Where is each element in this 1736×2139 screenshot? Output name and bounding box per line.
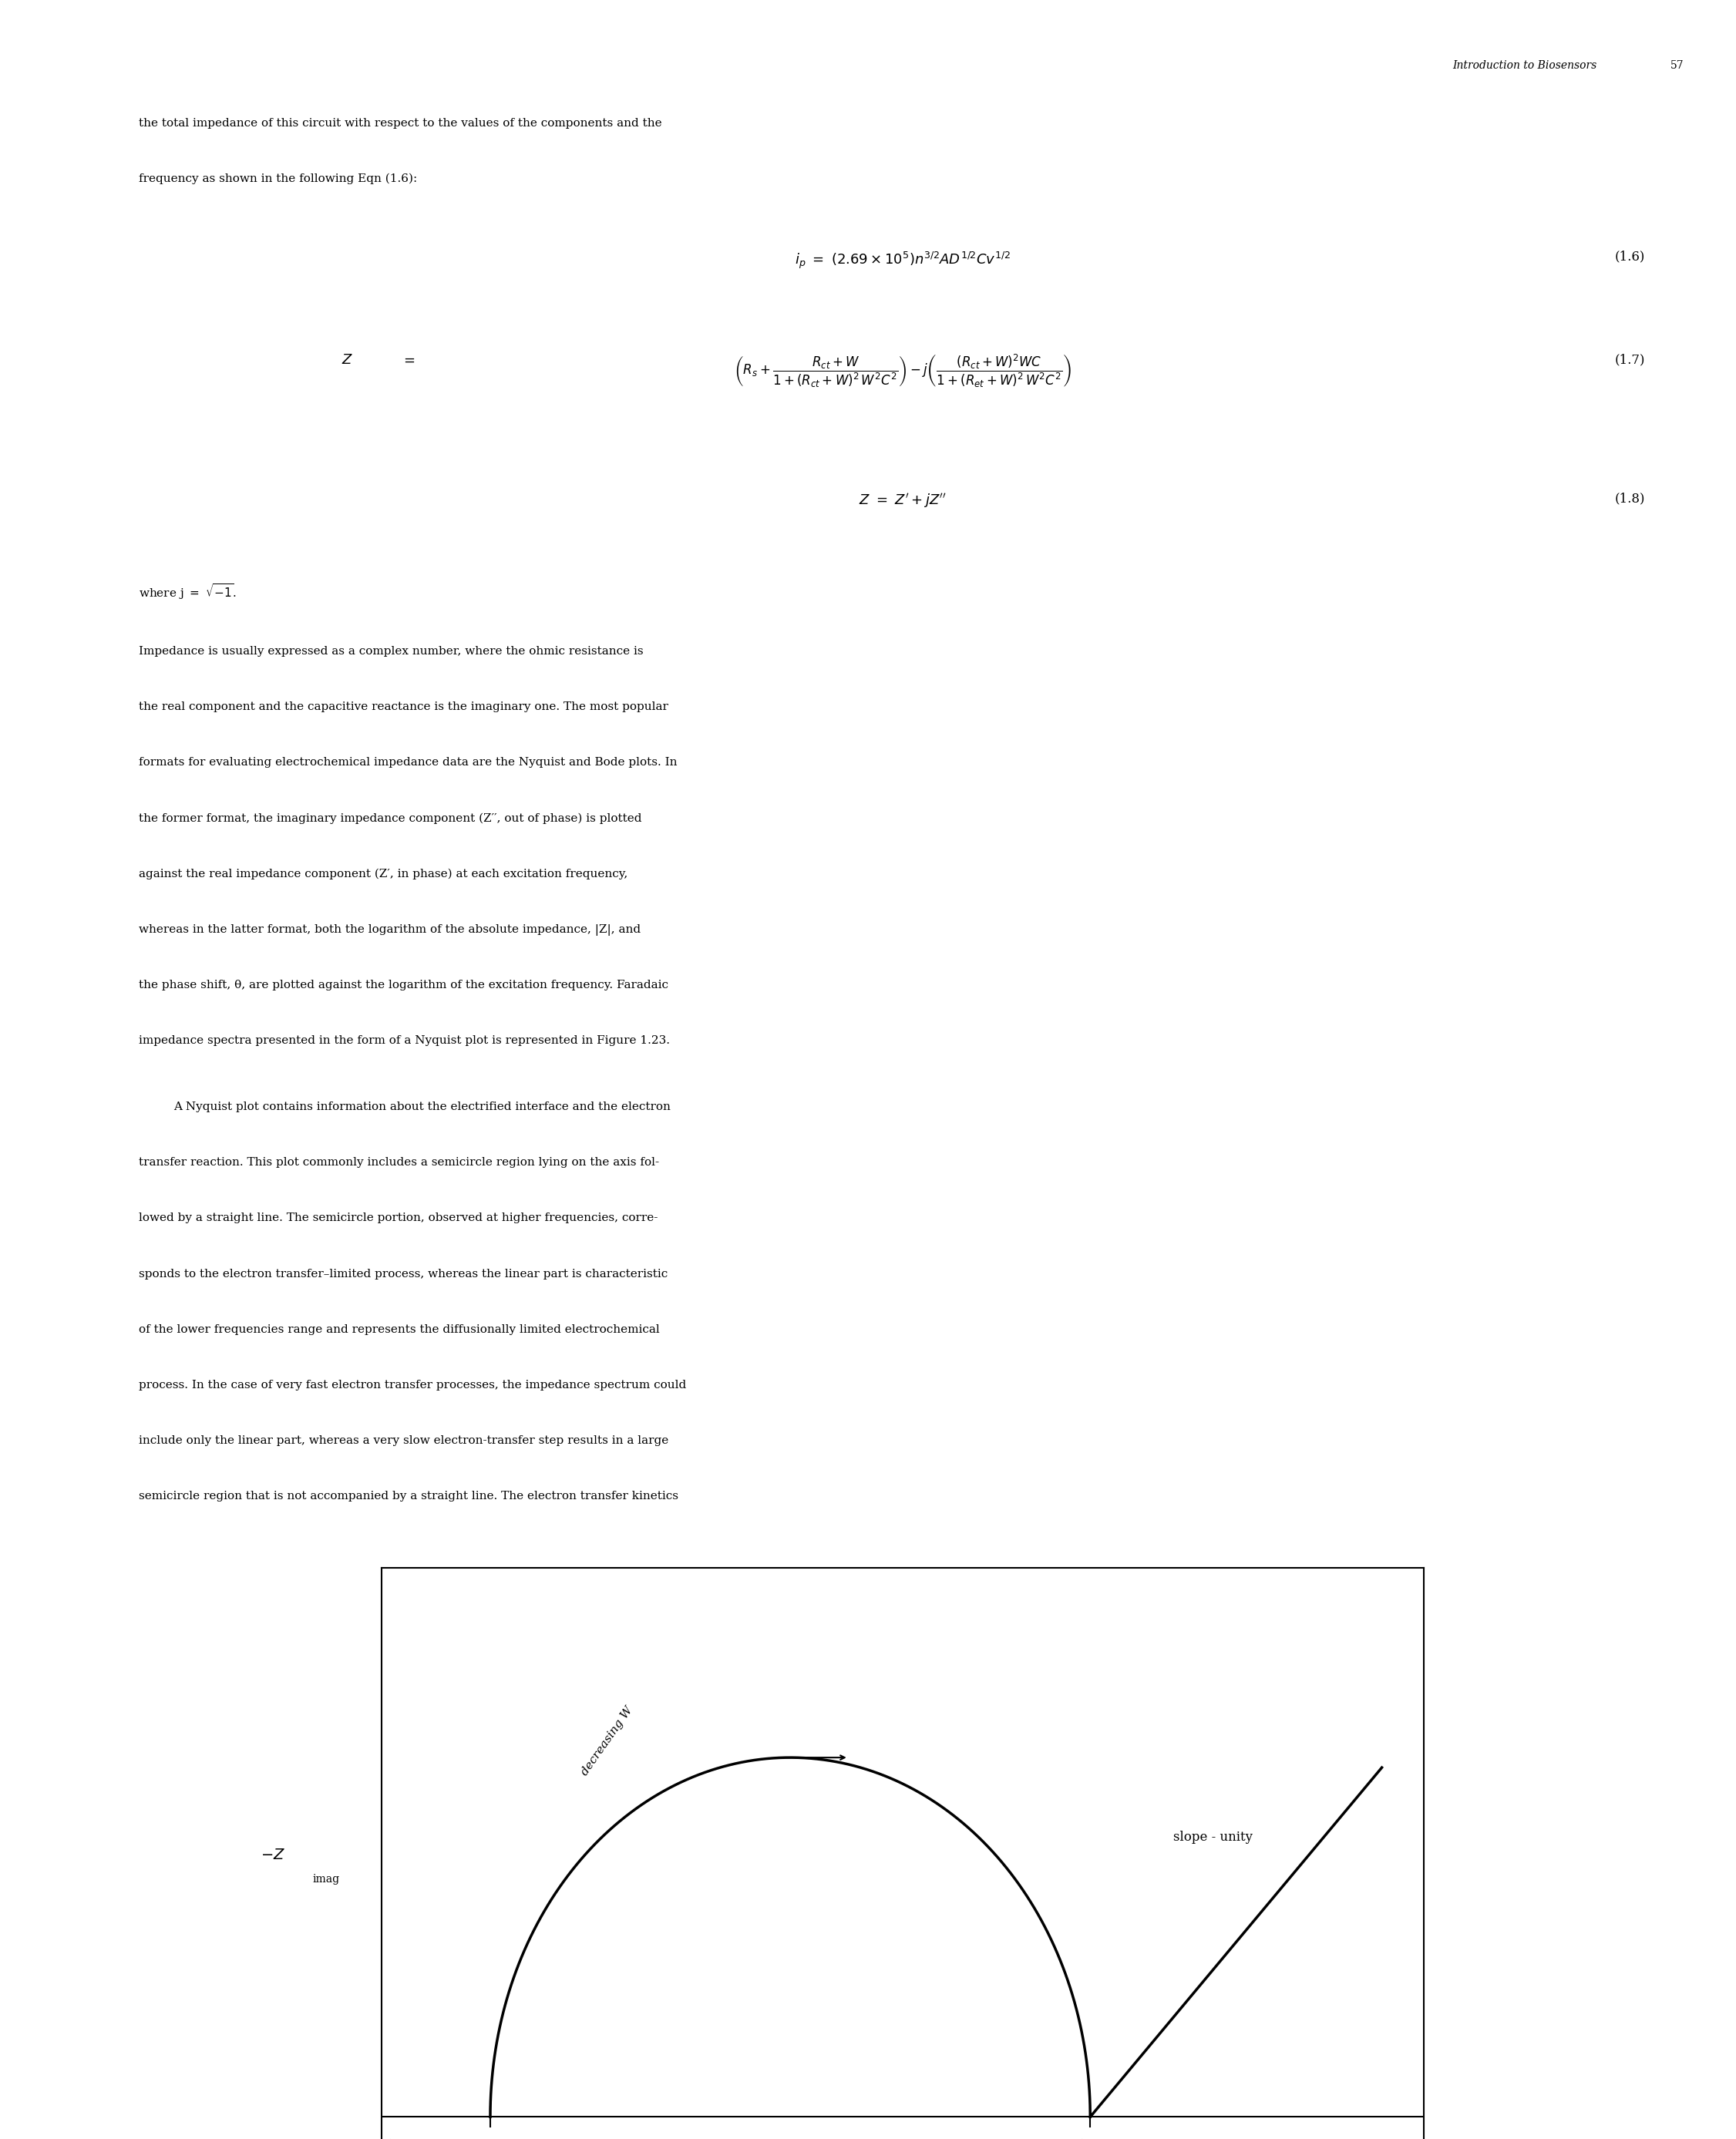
Text: (1.8): (1.8)	[1614, 492, 1646, 505]
Text: the real component and the capacitive reactance is the imaginary one. The most p: the real component and the capacitive re…	[139, 702, 668, 712]
Text: frequency as shown in the following Eqn (1.6):: frequency as shown in the following Eqn …	[139, 173, 417, 184]
Text: decreasing W: decreasing W	[580, 1705, 635, 1778]
Text: (1.6): (1.6)	[1614, 250, 1644, 263]
Text: impedance spectra presented in the form of a Nyquist plot is represented in Figu: impedance spectra presented in the form …	[139, 1035, 670, 1046]
Text: process. In the case of very fast electron transfer processes, the impedance spe: process. In the case of very fast electr…	[139, 1380, 686, 1390]
Text: Impedance is usually expressed as a complex number, where the ohmic resistance i: Impedance is usually expressed as a comp…	[139, 646, 644, 657]
Text: A Nyquist plot contains information about the electrified interface and the elec: A Nyquist plot contains information abou…	[174, 1102, 670, 1112]
Text: $=$: $=$	[401, 353, 415, 366]
Text: formats for evaluating electrochemical impedance data are the Nyquist and Bode p: formats for evaluating electrochemical i…	[139, 757, 677, 768]
Text: semicircle region that is not accompanied by a straight line. The electron trans: semicircle region that is not accompanie…	[139, 1491, 679, 1502]
Text: lowed by a straight line. The semicircle portion, observed at higher frequencies: lowed by a straight line. The semicircle…	[139, 1213, 658, 1224]
Text: where j $= \ \sqrt{-1}$.: where j $= \ \sqrt{-1}$.	[139, 582, 238, 601]
Text: the former format, the imaginary impedance component (Z′′, out of phase) is plot: the former format, the imaginary impedan…	[139, 813, 642, 824]
Text: of the lower frequencies range and represents the diffusionally limited electroc: of the lower frequencies range and repre…	[139, 1324, 660, 1335]
Text: (1.7): (1.7)	[1614, 353, 1646, 366]
Text: $-Z$: $-Z$	[260, 1848, 285, 1863]
Text: transfer reaction. This plot commonly includes a semicircle region lying on the : transfer reaction. This plot commonly in…	[139, 1157, 660, 1168]
Text: $Z \ = \ Z' + jZ''$: $Z \ = \ Z' + jZ''$	[859, 492, 946, 509]
Text: the phase shift, θ, are plotted against the logarithm of the excitation frequenc: the phase shift, θ, are plotted against …	[139, 980, 668, 990]
Text: whereas in the latter format, both the logarithm of the absolute impedance, |Z|,: whereas in the latter format, both the l…	[139, 924, 641, 935]
Text: 57: 57	[1670, 60, 1684, 71]
Text: the total impedance of this circuit with respect to the values of the components: the total impedance of this circuit with…	[139, 118, 661, 128]
Text: include only the linear part, whereas a very slow electron-transfer step results: include only the linear part, whereas a …	[139, 1435, 668, 1446]
Text: imag: imag	[312, 1874, 340, 1884]
Text: Introduction to Biosensors: Introduction to Biosensors	[1453, 60, 1597, 71]
Text: $i_p \ = \ (2.69 \times 10^5)n^{3/2}AD^{1/2}Cv^{1/2}$: $i_p \ = \ (2.69 \times 10^5)n^{3/2}AD^{…	[795, 250, 1010, 270]
Text: slope - unity: slope - unity	[1174, 1831, 1253, 1844]
Text: $Z$: $Z$	[342, 353, 352, 366]
Text: sponds to the electron transfer–limited process, whereas the linear part is char: sponds to the electron transfer–limited …	[139, 1268, 668, 1279]
Text: $\left(R_s + \dfrac{R_{ct} + W}{1 + (R_{ct} + W)^2\,W^2C^2}\right) - j\left(\dfr: $\left(R_s + \dfrac{R_{ct} + W}{1 + (R_{…	[734, 353, 1071, 389]
Text: against the real impedance component (Z′, in phase) at each excitation frequency: against the real impedance component (Z′…	[139, 868, 628, 879]
